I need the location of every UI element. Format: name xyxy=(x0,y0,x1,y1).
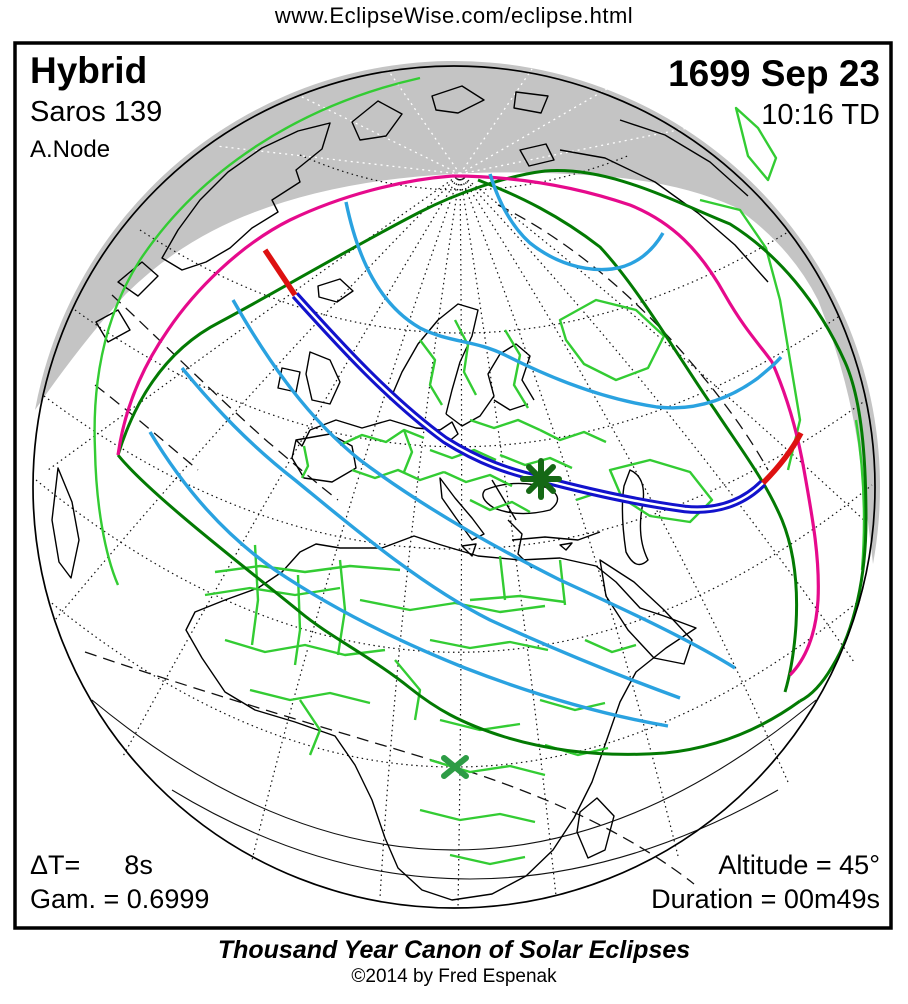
graticule xyxy=(35,68,873,909)
gamma-value: Gam. = 0.6999 xyxy=(30,884,210,914)
globe-disc xyxy=(33,66,875,908)
map-frame xyxy=(13,41,893,930)
eclipse-info-top-left: Hybrid Saros 139 A.Node xyxy=(30,52,162,162)
eclipse-date: 1699 Sep 23 xyxy=(668,53,880,94)
subsolar-point-marker xyxy=(441,755,469,779)
duration-value: Duration = 00m49s xyxy=(651,884,880,914)
delta-t-value: 8s xyxy=(124,850,153,880)
sunrise-path-end xyxy=(262,248,298,297)
sunset-curve-east xyxy=(451,174,820,677)
night-region xyxy=(35,60,881,564)
eclipse-stats-bottom-right: Altitude = 45° Duration = 00m49s xyxy=(651,848,880,916)
greatest-eclipse-marker xyxy=(520,458,562,500)
sunrise-curve-west xyxy=(116,174,453,456)
penumbral-limit-east-inner xyxy=(477,178,799,693)
copyright-line: ©2014 by Fred Espenak xyxy=(351,966,557,987)
page-url: www.EclipseWise.com/eclipse.html xyxy=(274,3,634,28)
country-borders xyxy=(93,76,866,866)
sunset-path-end xyxy=(761,431,804,485)
penumbral-limit-north xyxy=(116,169,868,703)
magnitude-contours xyxy=(148,173,783,728)
penumbral-limit-south xyxy=(116,454,801,756)
arctic-coastlines xyxy=(95,85,769,343)
eclipse-time: 10:16 TD xyxy=(761,99,880,131)
eclipse-curves xyxy=(116,169,868,756)
delta-t-label: ΔT= xyxy=(30,850,81,880)
altitude-value: Altitude = 45° xyxy=(718,850,880,880)
node-type: A.Node xyxy=(30,136,111,163)
polar-meridians-night xyxy=(215,68,699,175)
saros-series: Saros 139 xyxy=(30,96,163,128)
delta-t-row: ΔT= 8s xyxy=(30,848,209,882)
eclipse-type: Hybrid xyxy=(30,50,148,91)
coastlines xyxy=(51,278,697,901)
eclipse-info-top-right: 1699 Sep 23 10:16 TD xyxy=(668,55,880,130)
eclipse-stats-bottom-left: ΔT= 8s Gam. = 0.6999 xyxy=(30,848,209,916)
canon-title: Thousand Year Canon of Solar Eclipses xyxy=(217,936,691,964)
globe-limb xyxy=(32,65,876,909)
